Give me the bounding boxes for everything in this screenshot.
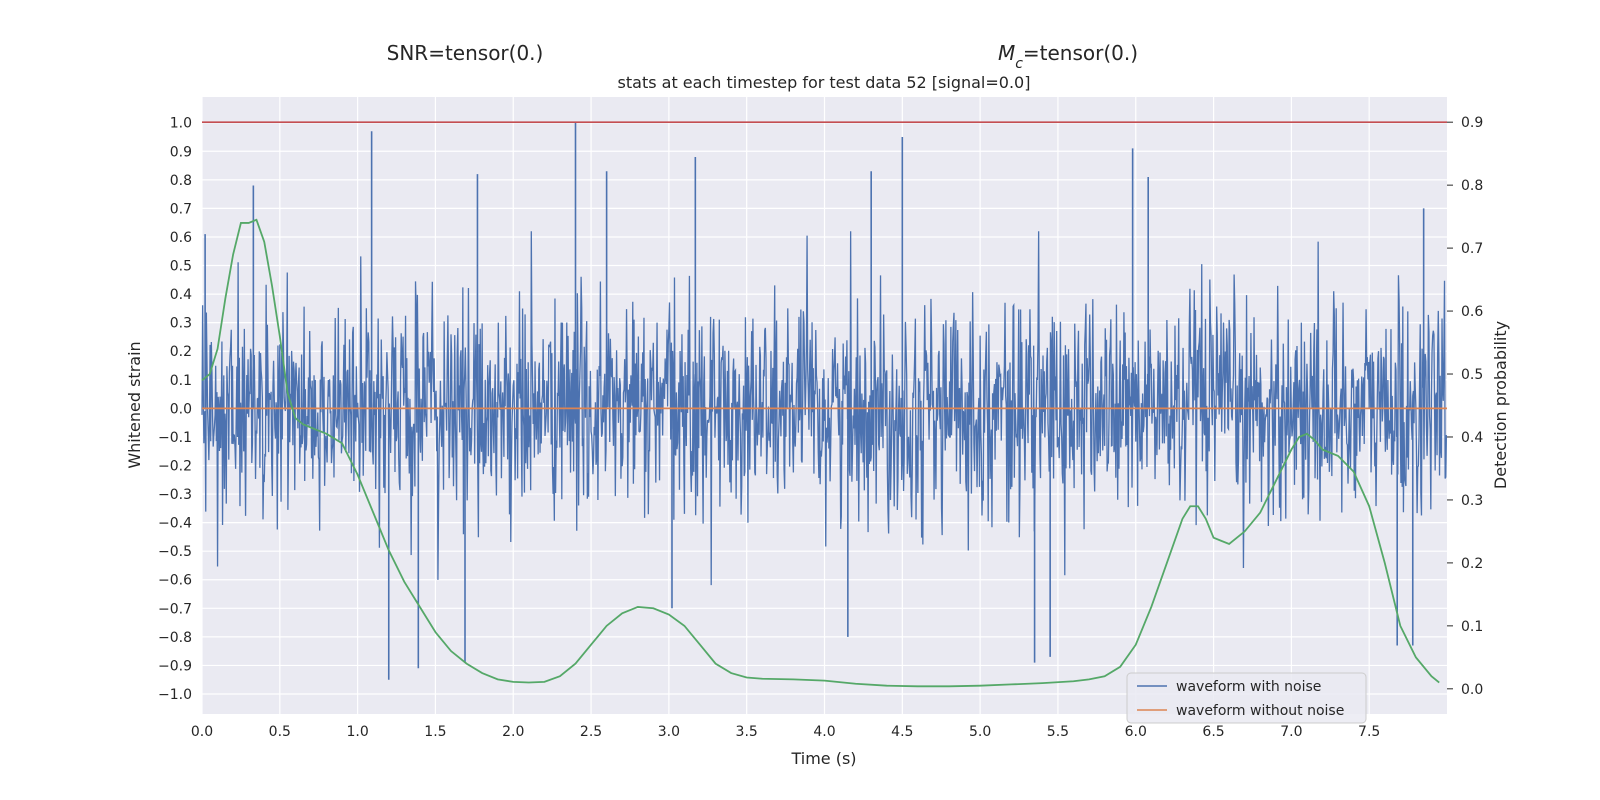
y-right-tick-label: 0.5 <box>1461 367 1483 383</box>
x-tick-label: 2.5 <box>580 724 602 740</box>
y-left-tick-label: −0.4 <box>158 516 192 532</box>
y-left-tick-label: 0.1 <box>170 373 192 389</box>
y-left-tick-label: −0.8 <box>158 630 192 646</box>
y-left-tick-label: 0.7 <box>170 201 192 217</box>
y-axis-right-label: Detection probability <box>1491 321 1510 489</box>
title-chirp-mass-symbol: M <box>998 41 1015 65</box>
y-right-tick-label: 0.3 <box>1461 493 1483 509</box>
x-tick-label: 6.0 <box>1125 724 1147 740</box>
y-left-tick-label: −0.9 <box>158 658 192 674</box>
y-left-tick-label: 0.6 <box>170 230 192 246</box>
y-left-tick-label: −0.1 <box>158 430 192 446</box>
y-right-tick-label: 0.7 <box>1461 241 1483 257</box>
series-detection-probability <box>201 218 1440 688</box>
x-tick-label: 4.0 <box>813 724 835 740</box>
legend-label-noise: waveform with noise <box>1176 679 1321 695</box>
y-right-tick-label: 0.6 <box>1461 304 1483 320</box>
y-right-tick-label: 0.2 <box>1461 556 1483 572</box>
y-axis-left-label: Whitened strain <box>125 341 144 468</box>
y-left-tick-label: 0.0 <box>170 401 192 417</box>
x-tick-label: 3.0 <box>658 724 680 740</box>
x-tick-label: 1.0 <box>346 724 368 740</box>
x-axis-ticks: 0.0 0.5 1.0 1.5 2.0 2.5 3.0 3.5 4.0 4.5 5.0 5.5 6.0 6… <box>191 724 1380 740</box>
probability-trace <box>201 218 1440 688</box>
y-axis-right-ticks: 0.9 0.8 0.7 0.6 0.5 0.4 0.3 0.2 0.1 0.0 <box>1447 115 1483 698</box>
x-tick-label: 5.5 <box>1047 724 1069 740</box>
y-right-tick-label: 0.4 <box>1461 430 1483 446</box>
y-left-tick-label: 0.5 <box>170 259 192 275</box>
x-tick-label: 5.0 <box>969 724 991 740</box>
x-tick-label: 4.5 <box>891 724 913 740</box>
x-axis-label: Time (s) <box>790 749 856 768</box>
y-axis-left-ticks: 1.0 0.9 0.8 0.7 0.6 0.5 0.4 0.3 0.2 0.1 0.0 −0.1 −0.… <box>158 116 192 703</box>
x-tick-label: 6.5 <box>1202 724 1224 740</box>
legend-box <box>1126 672 1367 724</box>
y-right-tick-label: 0.8 <box>1461 178 1483 194</box>
series-waveform-with-noise <box>201 122 1448 680</box>
y-left-tick-label: −0.7 <box>158 601 192 617</box>
y-left-tick-label: −0.2 <box>158 458 192 474</box>
x-tick-label: 1.5 <box>424 724 446 740</box>
y-left-tick-label: 0.3 <box>170 316 192 332</box>
y-left-tick-label: −0.6 <box>158 573 192 589</box>
title-snr: SNR=tensor(0.) <box>387 41 544 65</box>
y-left-tick-label: 0.2 <box>170 344 192 360</box>
title-chirp-mass: Mc=tensor(0.) <box>998 41 1138 72</box>
x-tick-label: 7.0 <box>1280 724 1302 740</box>
title-chirp-mass-value: =tensor(0.) <box>1023 41 1138 65</box>
y-right-tick-label: 0.1 <box>1461 619 1483 635</box>
y-left-tick-label: 1.0 <box>170 116 192 132</box>
x-tick-label: 7.5 <box>1358 724 1380 740</box>
x-tick-label: 0.0 <box>191 724 213 740</box>
noise-trace <box>201 231 1448 586</box>
y-left-tick-label: −0.3 <box>158 487 192 503</box>
y-left-tick-label: 0.4 <box>170 287 192 303</box>
title-chirp-mass-subscript: c <box>1015 56 1023 72</box>
y-right-tick-label: 0.9 <box>1461 115 1483 131</box>
chart-subtitle: stats at each timestep for test data 52 … <box>618 73 1031 92</box>
x-tick-label: 3.5 <box>736 724 758 740</box>
legend: waveform with noise waveform without noi… <box>1126 672 1367 724</box>
y-left-tick-label: −1.0 <box>158 687 192 703</box>
y-right-tick-label: 0.0 <box>1461 682 1483 698</box>
y-left-tick-label: 0.9 <box>170 144 192 160</box>
x-tick-label: 0.5 <box>269 724 291 740</box>
y-left-tick-label: −0.5 <box>158 544 192 560</box>
x-tick-label: 2.0 <box>502 724 524 740</box>
y-left-tick-label: 0.8 <box>170 173 192 189</box>
legend-label-clean: waveform without noise <box>1176 703 1344 719</box>
